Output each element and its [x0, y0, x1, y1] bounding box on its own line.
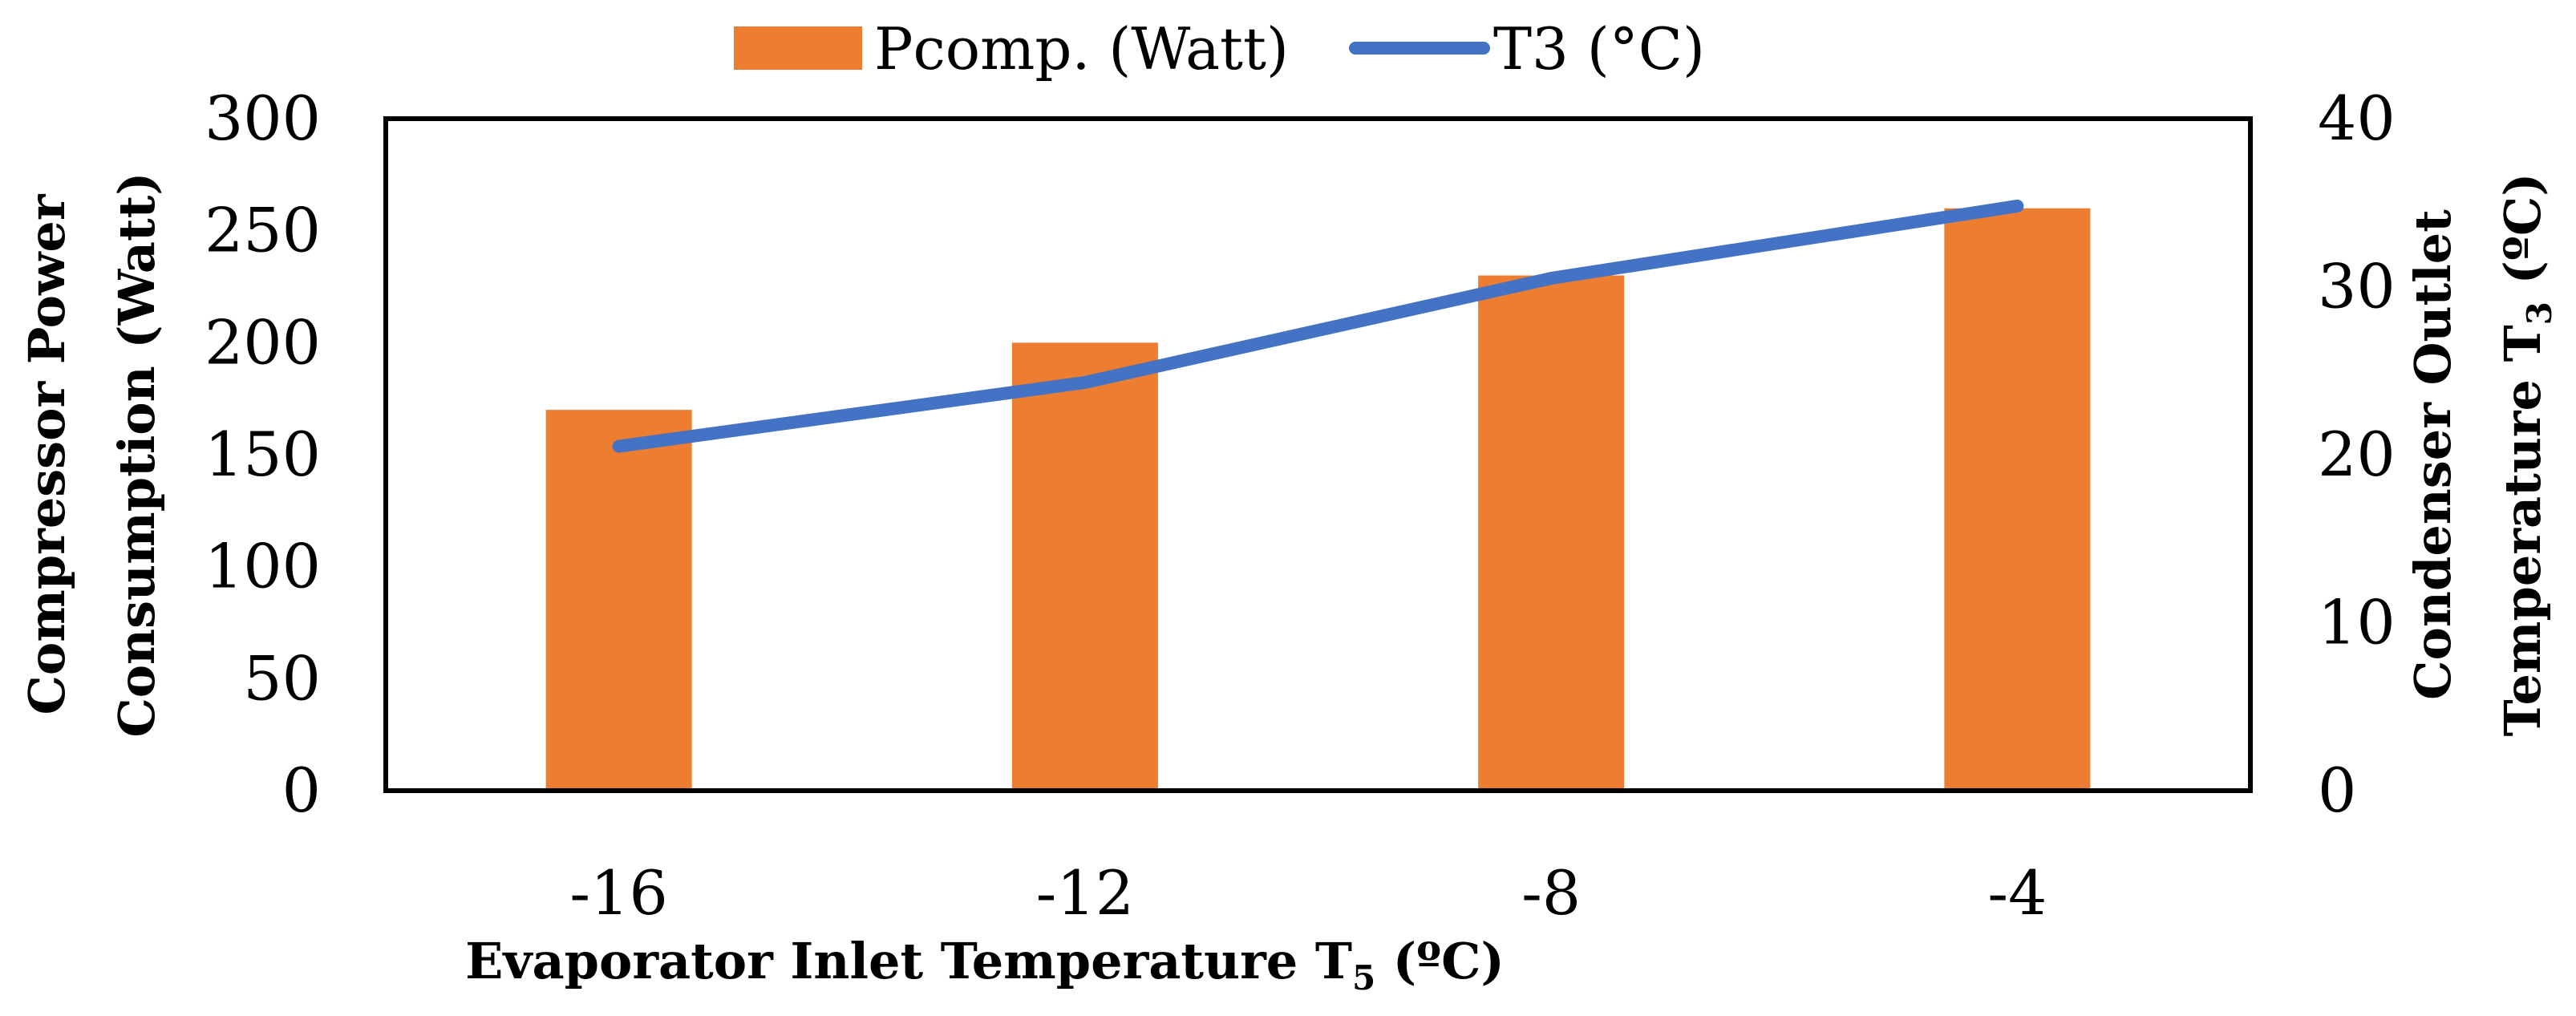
left-tick-label: 200	[205, 306, 321, 378]
t3-point--4	[2016, 204, 2019, 207]
left-axis-ticks: 0 50 100 150 200 250 300	[205, 83, 321, 826]
t3-point--16	[618, 445, 620, 447]
t3-point--12	[1083, 381, 1086, 383]
legend-swatch-pcomp	[734, 26, 862, 70]
right-axis-title: Condenser Outlet Temperature T3 (ºC)	[2404, 172, 2559, 736]
left-axis-title-line2: Consumption (Watt)	[107, 172, 166, 737]
line-series-group	[612, 199, 2024, 453]
left-tick-label: 100	[205, 531, 321, 602]
left-axis-title-line1: Compressor Power	[18, 193, 76, 714]
bar--4	[1944, 208, 2091, 791]
plot-area-frame	[383, 116, 2253, 793]
right-tick-label: 30	[2318, 251, 2396, 322]
x-tick-label: -4	[1987, 857, 2047, 929]
bar--12	[1011, 342, 1158, 791]
legend: Pcomp. (Watt) T3 (°C)	[734, 15, 1705, 83]
left-tick-label: 50	[243, 642, 321, 714]
t3-line	[612, 199, 2024, 453]
legend-label-pcomp: Pcomp. (Watt)	[874, 15, 1289, 83]
right-tick-label: 20	[2318, 419, 2396, 490]
x-tick-label: -12	[1036, 857, 1134, 929]
t3-point--8	[1550, 277, 1553, 280]
x-tick-label: -8	[1521, 857, 1581, 929]
left-tick-label: 0	[282, 755, 321, 826]
right-tick-label: 40	[2318, 83, 2396, 154]
bar-series	[545, 208, 2091, 791]
bar--8	[1478, 275, 1625, 791]
x-tick-label: -16	[569, 857, 667, 929]
left-axis-title: Compressor Power Consumption (Watt)	[18, 172, 166, 737]
right-axis-title-line2: Temperature T3 (ºC)	[2493, 172, 2559, 736]
right-tick-label: 10	[2318, 587, 2396, 658]
left-tick-label: 150	[205, 419, 321, 490]
left-tick-label: 300	[205, 83, 321, 154]
right-tick-label: 0	[2318, 755, 2356, 826]
left-tick-label: 250	[205, 195, 321, 266]
right-axis-title-line1: Condenser Outlet	[2404, 209, 2462, 700]
right-axis-ticks: 0 10 20 30 40	[2318, 83, 2396, 826]
legend-label-t3: T3 (°C)	[1493, 15, 1705, 83]
x-axis-ticks: -16 -12 -8 -4	[569, 857, 2047, 929]
x-axis-title: Evaporator Inlet Temperature T5 (ºC)	[465, 932, 1505, 998]
bar--16	[545, 410, 692, 791]
